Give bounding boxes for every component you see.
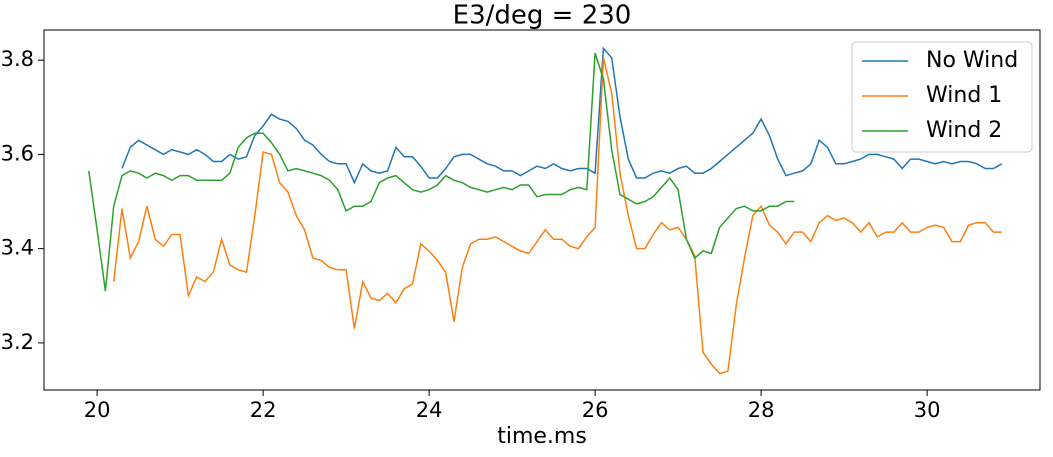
y-tick-label: 3.4 — [1, 236, 34, 260]
legend-label: No Wind — [926, 48, 1018, 73]
chart-title: E3/deg = 230 — [453, 1, 632, 31]
legend-label: Wind 1 — [926, 83, 1002, 108]
x-tick-label: 24 — [416, 398, 443, 422]
legend-box — [851, 41, 1033, 153]
series-line — [88, 52, 795, 292]
y-tick-label: 3.6 — [1, 141, 34, 165]
y-tick-label: 3.8 — [1, 47, 34, 71]
series-line — [112, 57, 1002, 375]
x-tick-label: 26 — [582, 398, 609, 422]
series-line — [121, 46, 1003, 185]
x-tick-label: 22 — [250, 398, 277, 422]
y-tick-label: 3.2 — [1, 330, 34, 354]
legend-label: Wind 2 — [926, 118, 1002, 143]
x-tick-label: 30 — [914, 398, 941, 422]
x-tick-label: 20 — [84, 398, 111, 422]
plot-frame — [43, 29, 1041, 391]
x-tick-label: 28 — [748, 398, 775, 422]
x-axis-label: time.ms — [497, 424, 587, 449]
